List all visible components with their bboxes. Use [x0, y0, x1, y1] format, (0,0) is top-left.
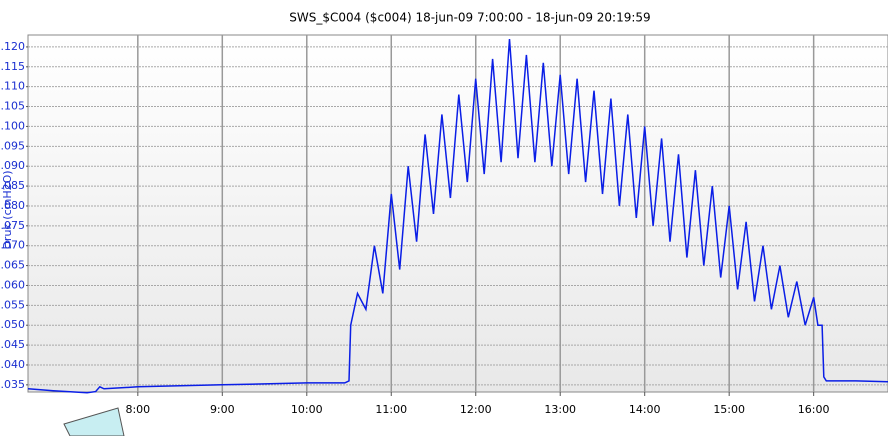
- y-tick-label: 1.105: [0, 100, 25, 113]
- x-tick-label: 15:00: [713, 403, 745, 416]
- y-tick-label: 1.090: [0, 159, 25, 172]
- y-tick-label: 1.100: [0, 119, 25, 132]
- y-tick-label: 1.110: [0, 80, 25, 93]
- y-tick-label: 1.115: [0, 60, 25, 73]
- y-tick-label: 1.050: [0, 318, 25, 331]
- chart-title: SWS_$C004 ($c004) 18-jun-09 7:00:00 - 18…: [289, 11, 650, 25]
- x-tick-label: 11:00: [375, 403, 407, 416]
- y-tick-label: 1.055: [0, 298, 25, 311]
- callout: [63, 407, 125, 436]
- y-tick-label: 1.060: [0, 278, 25, 291]
- plot-area: [27, 34, 888, 393]
- x-tick-label: 9:00: [210, 403, 235, 416]
- y-tick-label: 1.045: [0, 338, 25, 351]
- y-axis-label: Druk (cmH2O): [1, 170, 14, 249]
- x-tick-label: 10:00: [291, 403, 323, 416]
- x-tick-label: 12:00: [460, 403, 492, 416]
- data-line: [27, 38, 888, 394]
- x-tick-label: 16:00: [798, 403, 830, 416]
- y-tick-label: 1.080: [0, 199, 25, 212]
- x-tick-label: 14:00: [629, 403, 661, 416]
- y-tick-label: 1.070: [0, 239, 25, 252]
- y-tick-label: 1.075: [0, 219, 25, 232]
- y-tick-label: 1.120: [0, 40, 25, 53]
- y-tick-label: 1.040: [0, 358, 25, 371]
- y-tick-label: 1.095: [0, 139, 25, 152]
- y-tick-label: 1.035: [0, 378, 25, 391]
- x-tick-label: 8:00: [125, 403, 150, 416]
- x-tick-label: 13:00: [544, 403, 576, 416]
- y-tick-label: 1.065: [0, 259, 25, 272]
- y-tick-label: 1.085: [0, 179, 25, 192]
